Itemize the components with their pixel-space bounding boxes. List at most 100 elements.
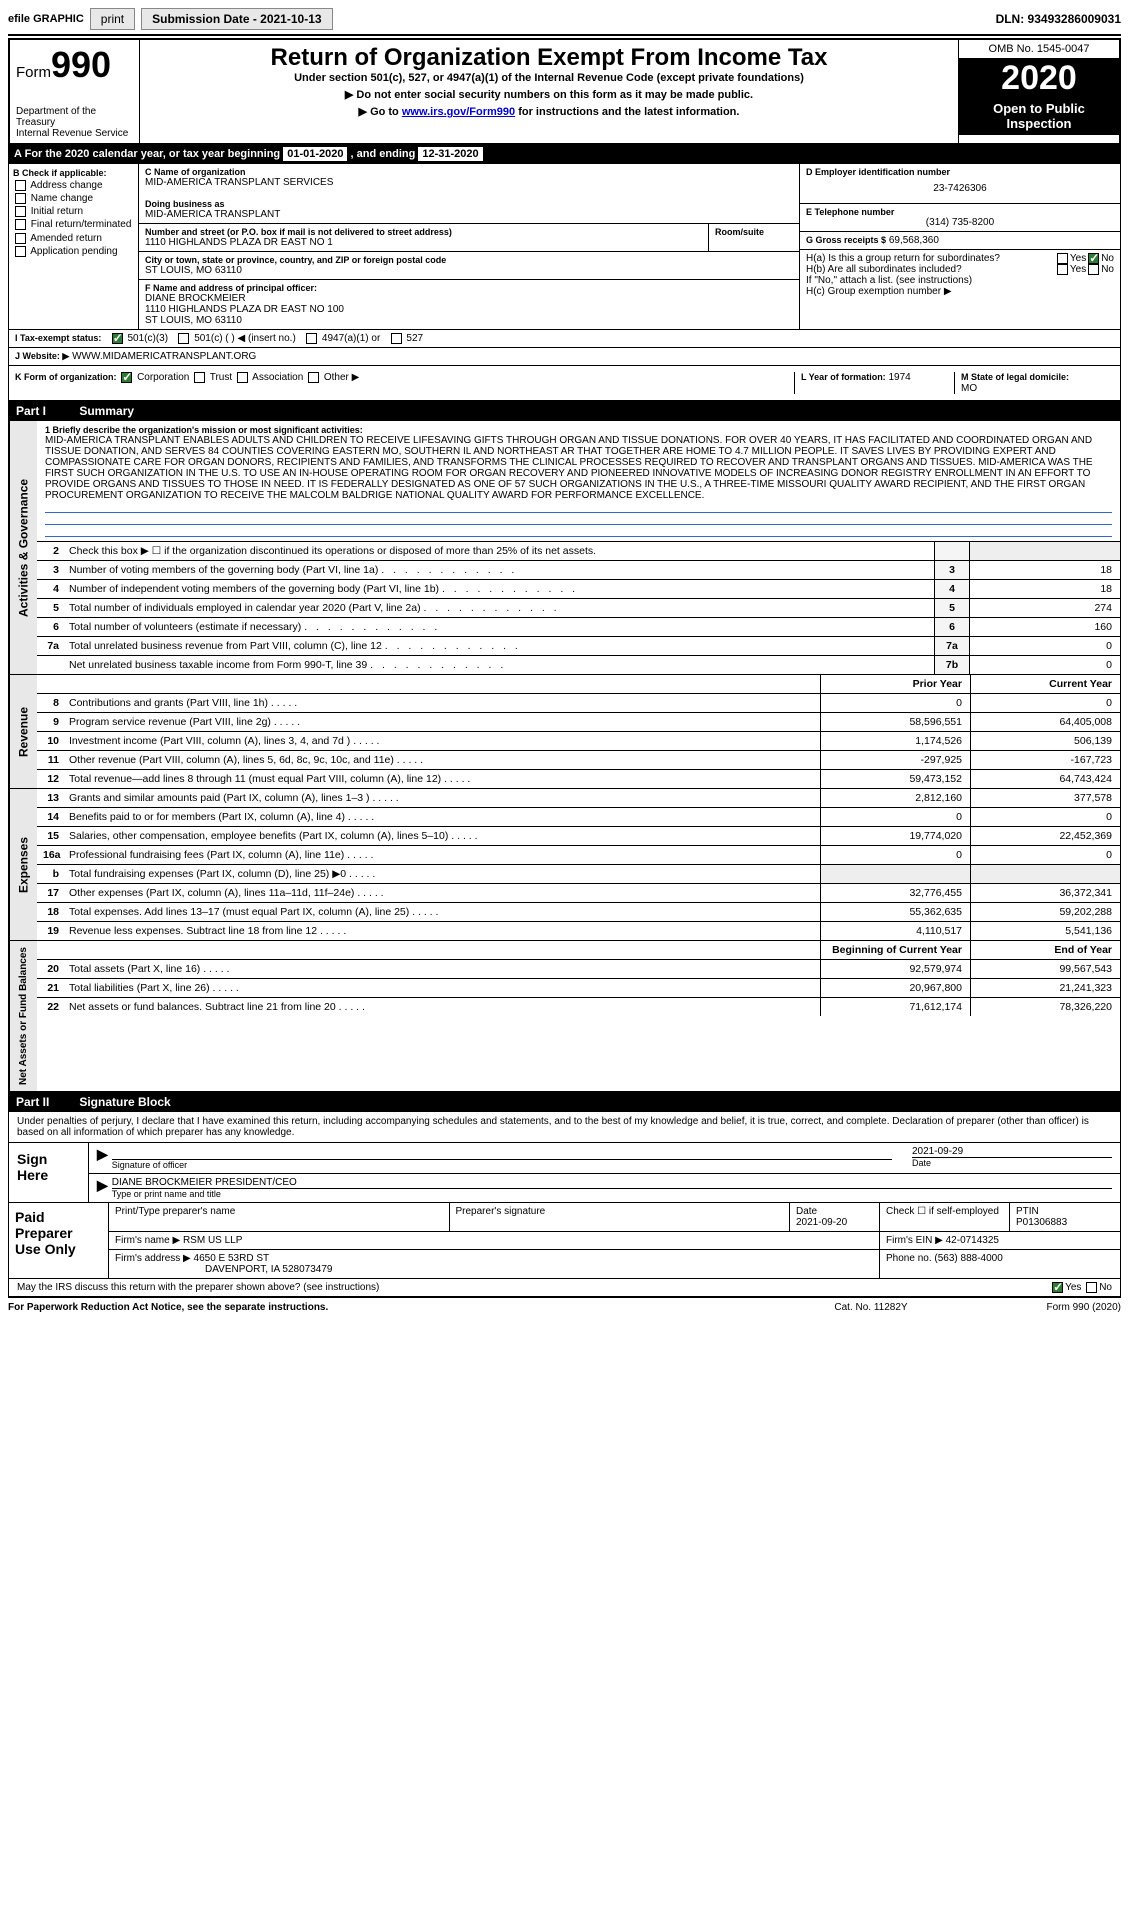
- gov-row: Net unrelated business taxable income fr…: [37, 656, 1120, 674]
- form-title: Return of Organization Exempt From Incom…: [146, 44, 952, 72]
- hb-no[interactable]: [1088, 264, 1099, 275]
- period-row: A For the 2020 calendar year, or tax yea…: [8, 145, 1121, 163]
- officer-name-title: DIANE BROCKMEIER PRESIDENT/CEO: [112, 1177, 1112, 1189]
- chk-other[interactable]: [308, 372, 319, 383]
- discuss-no[interactable]: [1086, 1282, 1097, 1293]
- signature-block: Under penalties of perjury, I declare th…: [8, 1112, 1121, 1297]
- section-c: C Name of organization MID-AMERICA TRANS…: [139, 164, 800, 329]
- firm-phone: (563) 888-4000: [934, 1253, 1002, 1264]
- data-row: 11Other revenue (Part VIII, column (A), …: [37, 751, 1120, 770]
- chk-final-return[interactable]: Final return/terminated: [13, 219, 134, 230]
- mission-block: 1 Briefly describe the organization's mi…: [37, 421, 1120, 542]
- org-address: 1110 HIGHLANDS PLAZA DR EAST NO 1: [145, 237, 702, 248]
- officer-addr1: 1110 HIGHLANDS PLAZA DR EAST NO 100: [145, 304, 793, 315]
- data-row: bTotal fundraising expenses (Part IX, co…: [37, 865, 1120, 884]
- period-begin: 01-01-2020: [283, 147, 347, 161]
- open-inspection: Open to Public Inspection: [959, 97, 1119, 135]
- sign-here-label: Sign Here: [9, 1143, 89, 1202]
- sig-date: 2021-09-29: [912, 1146, 1112, 1158]
- section-b: B Check if applicable: Address change Na…: [9, 164, 139, 329]
- chk-address-change[interactable]: Address change: [13, 180, 134, 191]
- org-dba: MID-AMERICA TRANSPLANT: [145, 209, 793, 220]
- section-d-h: D Employer identification number 23-7426…: [800, 164, 1120, 329]
- firm-addr2: DAVENPORT, IA 528073479: [115, 1264, 873, 1275]
- net-assets-section: Net Assets or Fund Balances Beginning of…: [8, 941, 1121, 1092]
- form-of-org-row: K Form of organization: Corporation Trus…: [8, 366, 1121, 401]
- ha-no[interactable]: [1088, 253, 1099, 264]
- discuss-row: May the IRS discuss this return with the…: [9, 1278, 1120, 1296]
- chk-501c3[interactable]: [112, 333, 123, 344]
- expenses-section: Expenses 13Grants and similar amounts pa…: [8, 789, 1121, 941]
- chk-amended-return[interactable]: Amended return: [13, 233, 134, 244]
- chk-corp[interactable]: [121, 372, 132, 383]
- revenue-section: Revenue Prior Year Current Year 8Contrib…: [8, 675, 1121, 789]
- prep-date: 2021-09-20: [796, 1217, 873, 1228]
- period-end: 12-31-2020: [418, 147, 482, 161]
- chk-name-change[interactable]: Name change: [13, 193, 134, 204]
- chk-initial-return[interactable]: Initial return: [13, 206, 134, 217]
- firm-name: RSM US LLP: [183, 1235, 242, 1246]
- data-row: 12Total revenue—add lines 8 through 11 (…: [37, 770, 1120, 788]
- form-footer: Form 990 (2020): [971, 1302, 1121, 1313]
- chk-assoc[interactable]: [237, 372, 248, 383]
- data-row: 8Contributions and grants (Part VIII, li…: [37, 694, 1120, 713]
- side-net-assets: Net Assets or Fund Balances: [9, 941, 37, 1091]
- gov-row: 4Number of independent voting members of…: [37, 580, 1120, 599]
- chk-application-pending[interactable]: Application pending: [13, 246, 134, 257]
- org-city: ST LOUIS, MO 63110: [145, 265, 793, 276]
- gov-row: 6Total number of volunteers (estimate if…: [37, 618, 1120, 637]
- identification-grid: B Check if applicable: Address change Na…: [8, 163, 1121, 330]
- website-row: J Website: ▶ WWW.MIDAMERICATRANSPLANT.OR…: [8, 348, 1121, 366]
- data-row: 14Benefits paid to or for members (Part …: [37, 808, 1120, 827]
- gross-receipts: 69,568,360: [889, 235, 939, 246]
- net-header-row: Beginning of Current Year End of Year: [37, 941, 1120, 960]
- side-expenses: Expenses: [9, 789, 37, 940]
- state-domicile: MO: [961, 383, 977, 394]
- data-row: 18Total expenses. Add lines 13–17 (must …: [37, 903, 1120, 922]
- part2-header: Part II Signature Block: [8, 1092, 1121, 1112]
- chk-trust[interactable]: [194, 372, 205, 383]
- chk-527[interactable]: [391, 333, 402, 344]
- submission-date-button[interactable]: Submission Date - 2021-10-13: [141, 8, 332, 30]
- data-row: 13Grants and similar amounts paid (Part …: [37, 789, 1120, 808]
- form-number: 990: [51, 44, 111, 85]
- form-header: Form990 Department of the Treasury Inter…: [8, 38, 1121, 145]
- tax-exempt-row: I Tax-exempt status: 501(c)(3) 501(c) ( …: [8, 330, 1121, 348]
- gov-row: 2Check this box ▶ ☐ if the organization …: [37, 542, 1120, 561]
- instr-ssn: ▶ Do not enter social security numbers o…: [146, 88, 952, 101]
- hb-yes[interactable]: [1057, 264, 1068, 275]
- data-row: 16aProfessional fundraising fees (Part I…: [37, 846, 1120, 865]
- dept-treasury: Department of the Treasury: [16, 106, 133, 128]
- data-row: 10Investment income (Part VIII, column (…: [37, 732, 1120, 751]
- page-footer: For Paperwork Reduction Act Notice, see …: [8, 1297, 1121, 1317]
- sig-officer-line: ▶ Signature of officer 2021-09-29 Date: [89, 1143, 1120, 1174]
- paid-preparer-label: Paid Preparer Use Only: [9, 1203, 109, 1278]
- revenue-header-row: Prior Year Current Year: [37, 675, 1120, 694]
- header-left: Form990 Department of the Treasury Inter…: [10, 40, 140, 143]
- data-row: 15Salaries, other compensation, employee…: [37, 827, 1120, 846]
- irs-link[interactable]: www.irs.gov/Form990: [402, 106, 515, 118]
- gov-row: 7aTotal unrelated business revenue from …: [37, 637, 1120, 656]
- activities-governance-section: Activities & Governance 1 Briefly descri…: [8, 421, 1121, 675]
- efile-label: efile GRAPHIC: [8, 13, 84, 25]
- officer-addr2: ST LOUIS, MO 63110: [145, 315, 793, 326]
- gov-row: 5Total number of individuals employed in…: [37, 599, 1120, 618]
- omb-number: OMB No. 1545-0047: [959, 40, 1119, 59]
- dept-irs: Internal Revenue Service: [16, 128, 133, 139]
- header-center: Return of Organization Exempt From Incom…: [140, 40, 959, 143]
- firm-addr1: 4650 E 53RD ST: [194, 1253, 270, 1264]
- print-button[interactable]: print: [90, 8, 135, 30]
- chk-501c[interactable]: [178, 333, 189, 344]
- year-formation: 1974: [888, 372, 910, 383]
- sig-name-line: ▶ DIANE BROCKMEIER PRESIDENT/CEO Type or…: [89, 1174, 1120, 1202]
- data-row: 21Total liabilities (Part X, line 26) . …: [37, 979, 1120, 998]
- chk-4947[interactable]: [306, 333, 317, 344]
- ha-yes[interactable]: [1057, 253, 1068, 264]
- firm-ein: 42-0714325: [946, 1235, 999, 1246]
- cat-number: Cat. No. 11282Y: [771, 1302, 971, 1313]
- discuss-yes[interactable]: [1052, 1282, 1063, 1293]
- side-revenue: Revenue: [9, 675, 37, 788]
- instr-goto: ▶ Go to www.irs.gov/Form990 for instruct…: [146, 105, 952, 118]
- tax-year: 2020: [959, 59, 1119, 97]
- ein-value: 23-7426306: [806, 177, 1114, 200]
